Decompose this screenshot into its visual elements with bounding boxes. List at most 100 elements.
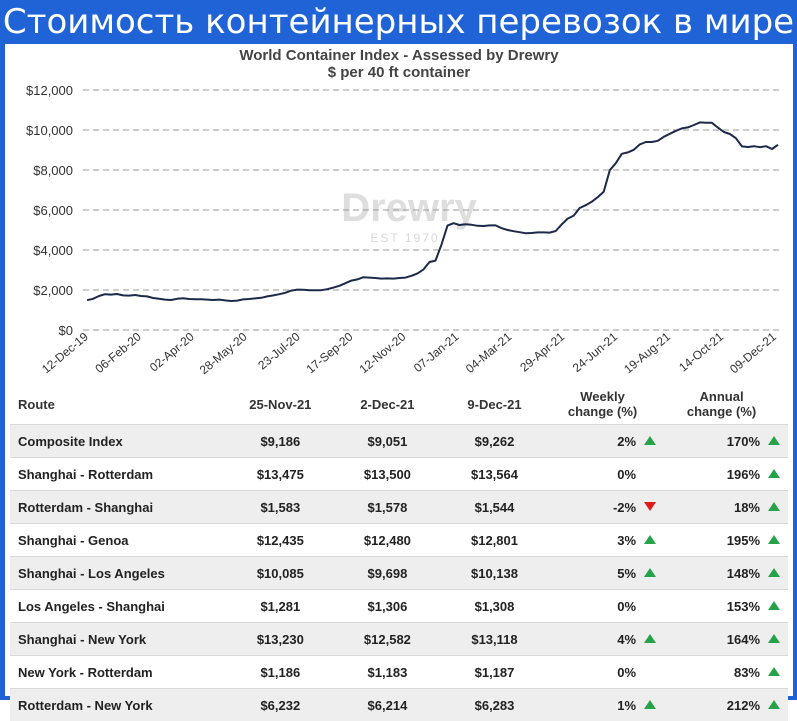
- y-tick-label: $8,000: [33, 163, 73, 178]
- arrow-up-icon: [644, 568, 656, 577]
- header-date-1: 25-Nov-21: [227, 384, 334, 425]
- y-tick-label: $4,000: [33, 243, 73, 258]
- weekly-change-cell: 0%: [548, 590, 662, 623]
- header-date-3: 9-Dec-21: [441, 384, 548, 425]
- annual-change-cell: 153%: [662, 590, 788, 623]
- weekly-change-cell: -2%: [548, 491, 662, 524]
- value-25-nov-cell: $6,232: [227, 689, 334, 721]
- arrow-up-icon: [768, 601, 780, 610]
- value-25-nov-cell: $12,435: [227, 524, 334, 557]
- value-25-nov-cell: $13,230: [227, 623, 334, 656]
- annual-change-cell: 18%: [662, 491, 788, 524]
- weekly-change-cell: 4%: [548, 623, 662, 656]
- annual-change-value: 148%: [727, 566, 760, 581]
- value-9-dec-cell: $9,262: [441, 425, 548, 458]
- value-9-dec-cell: $12,801: [441, 524, 548, 557]
- value-2-dec-cell: $1,183: [334, 656, 441, 689]
- route-cell: Shanghai - Rotterdam: [10, 458, 227, 491]
- chart-title: World Container Index - Assessed by Drew…: [239, 47, 559, 64]
- x-tick-label: 04-Mar-21: [463, 329, 515, 376]
- table-header-row: Route 25-Nov-21 2-Dec-21 9-Dec-21 Weekly…: [10, 384, 788, 425]
- weekly-change-value: 2%: [617, 434, 636, 449]
- annual-change-value: 164%: [727, 632, 760, 647]
- value-2-dec-cell: $13,500: [334, 458, 441, 491]
- value-9-dec-cell: $10,138: [441, 557, 548, 590]
- annual-change-cell: 212%: [662, 689, 788, 721]
- value-9-dec-cell: $13,118: [441, 623, 548, 656]
- header-annual: Annual change (%): [662, 384, 788, 425]
- x-tick-label: 06-Feb-20: [92, 329, 144, 376]
- value-2-dec-cell: $9,051: [334, 425, 441, 458]
- value-2-dec-cell: $12,480: [334, 524, 441, 557]
- annual-change-cell: 148%: [662, 557, 788, 590]
- route-cell: Composite Index: [10, 425, 227, 458]
- gridlines: [83, 90, 783, 330]
- arrow-up-icon: [768, 469, 780, 478]
- value-9-dec-cell: $1,187: [441, 656, 548, 689]
- x-tick-label: 24-Jun-21: [570, 329, 621, 375]
- y-tick-labels: $0$2,000$4,000$6,000$8,000$10,000$12,000: [26, 83, 73, 338]
- chart-subtitle: $ per 40 ft container: [328, 64, 471, 81]
- weekly-change-cell: 5%: [548, 557, 662, 590]
- route-cell: Shanghai - Genoa: [10, 524, 227, 557]
- table-row: Rotterdam - Shanghai$1,583$1,578$1,544-2…: [10, 491, 788, 524]
- weekly-change-value: 0%: [617, 665, 636, 680]
- y-tick-label: $2,000: [33, 283, 73, 298]
- value-2-dec-cell: $12,582: [334, 623, 441, 656]
- arrow-up-icon: [768, 667, 780, 676]
- header-weekly: Weekly change (%): [548, 384, 662, 425]
- chart-panel: World Container Index - Assessed by Drew…: [5, 44, 793, 384]
- arrow-down-icon: [644, 502, 656, 511]
- x-tick-label: 07-Jan-21: [411, 329, 462, 375]
- route-cell: Shanghai - New York: [10, 623, 227, 656]
- x-tick-label: 12-Nov-20: [357, 329, 409, 376]
- weekly-change-cell: 1%: [548, 689, 662, 721]
- table-row: Shanghai - Los Angeles$10,085$9,698$10,1…: [10, 557, 788, 590]
- arrow-up-icon: [644, 535, 656, 544]
- annual-change-value: 196%: [727, 467, 760, 482]
- annual-change-value: 195%: [727, 533, 760, 548]
- value-25-nov-cell: $1,186: [227, 656, 334, 689]
- table-row: Los Angeles - Shanghai$1,281$1,306$1,308…: [10, 590, 788, 623]
- header-annual-line2: change (%): [663, 404, 780, 419]
- banner-title: Стоимость контейнерных перевозок в мире: [0, 0, 797, 44]
- x-tick-label: 09-Dec-21: [727, 329, 779, 376]
- route-cell: Rotterdam - New York: [10, 689, 227, 721]
- annual-change-cell: 196%: [662, 458, 788, 491]
- header-date-2: 2-Dec-21: [334, 384, 441, 425]
- weekly-change-value: 5%: [617, 566, 636, 581]
- annual-change-cell: 164%: [662, 623, 788, 656]
- header-weekly-line1: Weekly: [549, 389, 656, 404]
- value-2-dec-cell: $9,698: [334, 557, 441, 590]
- y-tick-label: $10,000: [26, 123, 73, 138]
- weekly-change-cell: 3%: [548, 524, 662, 557]
- watermark-est: EST 1970: [370, 231, 439, 245]
- value-9-dec-cell: $1,308: [441, 590, 548, 623]
- annual-change-cell: 170%: [662, 425, 788, 458]
- x-tick-label: 14-Oct-21: [676, 329, 726, 374]
- x-tick-label: 19-Aug-21: [621, 329, 673, 376]
- annual-change-value: 18%: [734, 500, 760, 515]
- x-tick-label: 17-Sep-20: [304, 329, 356, 376]
- value-9-dec-cell: $1,544: [441, 491, 548, 524]
- value-2-dec-cell: $1,306: [334, 590, 441, 623]
- arrow-up-icon: [768, 700, 780, 709]
- arrow-up-icon: [768, 436, 780, 445]
- weekly-change-value: 0%: [617, 599, 636, 614]
- value-25-nov-cell: $13,475: [227, 458, 334, 491]
- arrow-up-icon: [768, 568, 780, 577]
- table-row: Shanghai - New York$13,230$12,582$13,118…: [10, 623, 788, 656]
- header-weekly-line2: change (%): [549, 404, 656, 419]
- value-9-dec-cell: $6,283: [441, 689, 548, 721]
- rates-table-panel: Route 25-Nov-21 2-Dec-21 9-Dec-21 Weekly…: [5, 384, 793, 696]
- rates-table: Route 25-Nov-21 2-Dec-21 9-Dec-21 Weekly…: [10, 384, 788, 721]
- table-row: Shanghai - Rotterdam$13,475$13,500$13,56…: [10, 458, 788, 491]
- annual-change-value: 83%: [734, 665, 760, 680]
- arrow-up-icon: [644, 436, 656, 445]
- x-tick-label: 02-Apr-20: [147, 329, 197, 374]
